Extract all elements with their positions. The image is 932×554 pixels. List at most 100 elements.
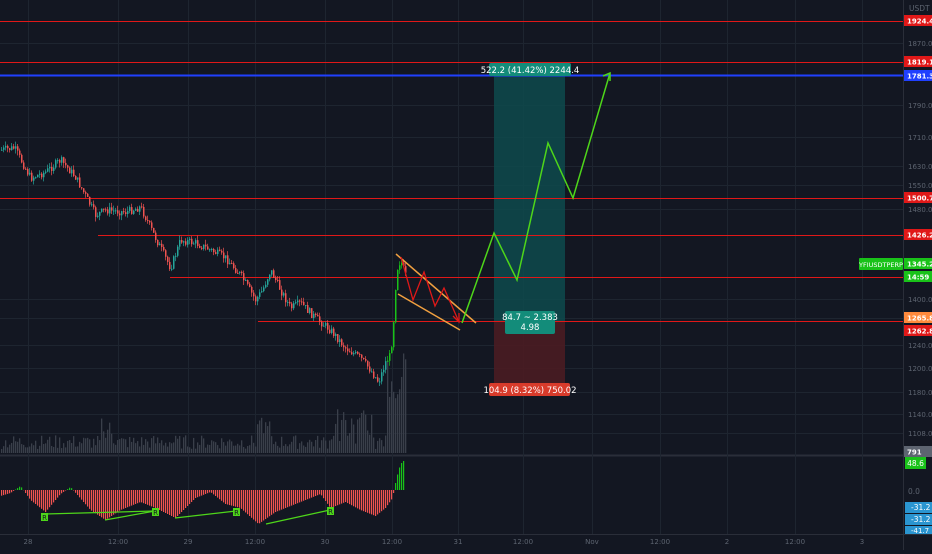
- volume-bar: [349, 433, 350, 453]
- price-axis[interactable]: USDT 1870.01790.01710.01630.01550.01480.…: [908, 4, 932, 438]
- candle-body: [289, 302, 291, 304]
- candle-body: [147, 220, 149, 221]
- osc-bar: [329, 490, 330, 507]
- volume-bar: [361, 413, 362, 453]
- candle-body: [225, 255, 227, 258]
- volume-bar: [339, 441, 340, 453]
- candle-body: [241, 272, 243, 273]
- volume-bar: [281, 437, 282, 453]
- candle-body: [57, 160, 59, 161]
- volume-bar: [103, 431, 104, 453]
- candle-body: [139, 206, 141, 211]
- candle-body: [177, 247, 179, 256]
- osc-bar: [257, 490, 258, 523]
- candle-body: [195, 240, 197, 243]
- volume-bar: [173, 442, 174, 453]
- volume-bar: [59, 437, 60, 453]
- price-tick: 1240.0: [908, 342, 932, 350]
- candle-body: [363, 358, 365, 359]
- osc-bar: [371, 490, 372, 514]
- osc-bar: [47, 490, 48, 510]
- time-tick: 12:00: [382, 538, 402, 546]
- volume-bar: [401, 377, 402, 453]
- osc-bar: [83, 490, 84, 502]
- candle-body: [229, 263, 231, 264]
- price-tag: 1345.2: [907, 261, 932, 269]
- osc-bar: [323, 490, 324, 498]
- osc-bar: [311, 490, 312, 498]
- volume-bar: [9, 445, 10, 453]
- candle-body: [75, 176, 77, 180]
- osc-bar: [35, 490, 36, 504]
- candle-body: [337, 334, 339, 342]
- volume-bar: [71, 443, 72, 453]
- osc-bar: [149, 490, 150, 506]
- osc-bar: [69, 488, 70, 490]
- osc-bar: [17, 488, 18, 490]
- volume-bar: [399, 389, 400, 453]
- volume-bar: [397, 394, 398, 453]
- osc-bar: [49, 490, 50, 507]
- time-tick: 29: [184, 538, 193, 546]
- volume-bar: [165, 443, 166, 453]
- osc-bar: [91, 490, 92, 511]
- osc-bar: [5, 490, 6, 495]
- osc-bar: [225, 490, 226, 504]
- candle-body: [311, 308, 313, 318]
- osc-bar: [267, 490, 268, 518]
- osc-bar: [357, 490, 358, 508]
- osc-bar: [239, 490, 240, 508]
- osc-bar: [41, 490, 42, 509]
- osc-bar: [309, 490, 310, 498]
- osc-bar: [231, 490, 232, 506]
- osc-bar: [303, 490, 304, 501]
- volume-bar: [79, 442, 80, 453]
- candle-body: [263, 287, 265, 291]
- candle-body: [199, 246, 201, 248]
- price-tick: 1140.0: [908, 411, 932, 419]
- candle-body: [267, 279, 269, 284]
- osc-bar: [365, 490, 366, 512]
- volume-bar: [157, 437, 158, 453]
- candle-body: [175, 256, 177, 257]
- volume-bar: [67, 441, 68, 453]
- candle-body: [43, 173, 45, 177]
- candle-body: [1, 150, 3, 151]
- candle-body: [273, 270, 275, 278]
- volume-bar: [107, 430, 108, 453]
- candle-body: [257, 297, 259, 302]
- osc-bar: [287, 490, 288, 507]
- price-tick: 1200.0: [908, 365, 932, 373]
- osc-bar: [163, 490, 164, 512]
- osc-bar: [387, 490, 388, 505]
- volume-bar: [131, 442, 132, 453]
- volume-bar: [139, 446, 140, 453]
- osc-bar: [245, 490, 246, 512]
- candle-body: [385, 361, 387, 370]
- volume-bar: [235, 446, 236, 453]
- osc-bar: [81, 490, 82, 500]
- osc-bar: [275, 490, 276, 512]
- candle-body: [345, 347, 347, 348]
- candle-body: [153, 228, 155, 233]
- osc-bar: [71, 488, 72, 490]
- volume-bar: [23, 445, 24, 453]
- volume-bar: [5, 440, 6, 453]
- osc-bar: [263, 490, 264, 520]
- volume-bar: [359, 418, 360, 453]
- osc-bar: [313, 490, 314, 497]
- main-pane[interactable]: [0, 0, 903, 453]
- candle-body: [127, 211, 129, 214]
- osc-bar: [1, 490, 2, 496]
- osc-bar: [43, 490, 44, 510]
- candle-body: [91, 204, 93, 205]
- osc-bar: [215, 490, 216, 496]
- volume-bar: [389, 397, 390, 453]
- candle-body: [123, 211, 125, 212]
- osc-bar: [7, 490, 8, 494]
- candle-body: [179, 240, 181, 247]
- volume-bar: [221, 438, 222, 453]
- osc-bar: [327, 490, 328, 504]
